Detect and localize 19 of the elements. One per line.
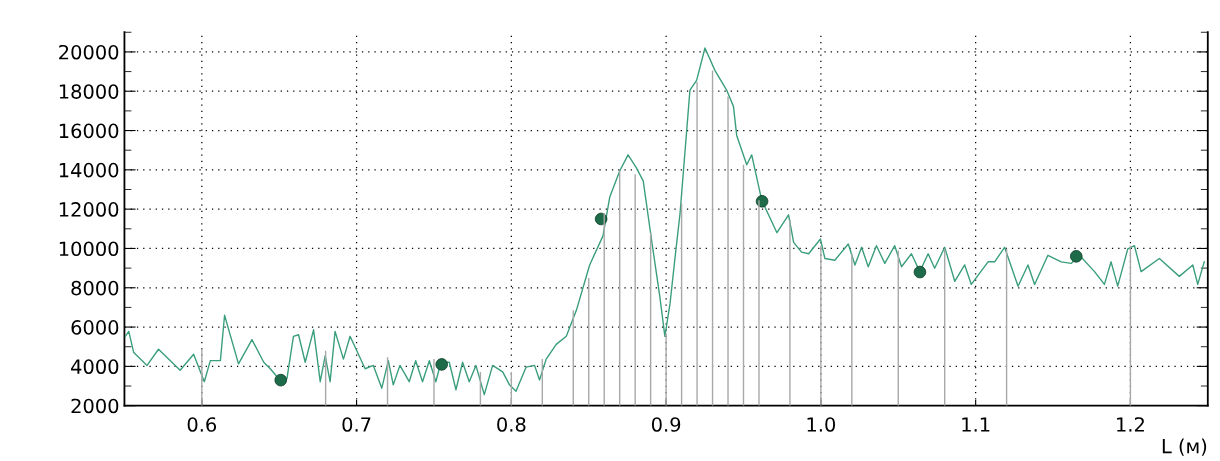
y-tick-label: 10000 [59, 241, 119, 257]
y-tick-label: 2000 [71, 398, 119, 414]
x-tick-label: 0.6 [187, 417, 217, 432]
y-tick-label: 6000 [71, 320, 119, 335]
y-tick-label: 16000 [59, 123, 119, 139]
y-tick-label: 12000 [59, 202, 119, 217]
x-tick-label: 1.0 [807, 417, 836, 432]
x-tick-label: 1.1 [962, 417, 990, 432]
y-tick-label: 14000 [59, 162, 119, 178]
y-tick-label: 8000 [71, 280, 119, 296]
x-tick-label: 0.7 [342, 417, 371, 432]
y-tick-label: 4000 [71, 359, 119, 375]
x-tick-label: 0.9 [651, 417, 681, 432]
line-series [124, 47, 1205, 396]
y-tick-label: 20000 [59, 44, 119, 60]
y-tick-label: 18000 [59, 84, 119, 99]
x-tick-label: 0.8 [497, 417, 526, 432]
x-tick-label: 1.2 [1117, 417, 1144, 432]
x-axis-title: L (м) [1162, 438, 1207, 456]
